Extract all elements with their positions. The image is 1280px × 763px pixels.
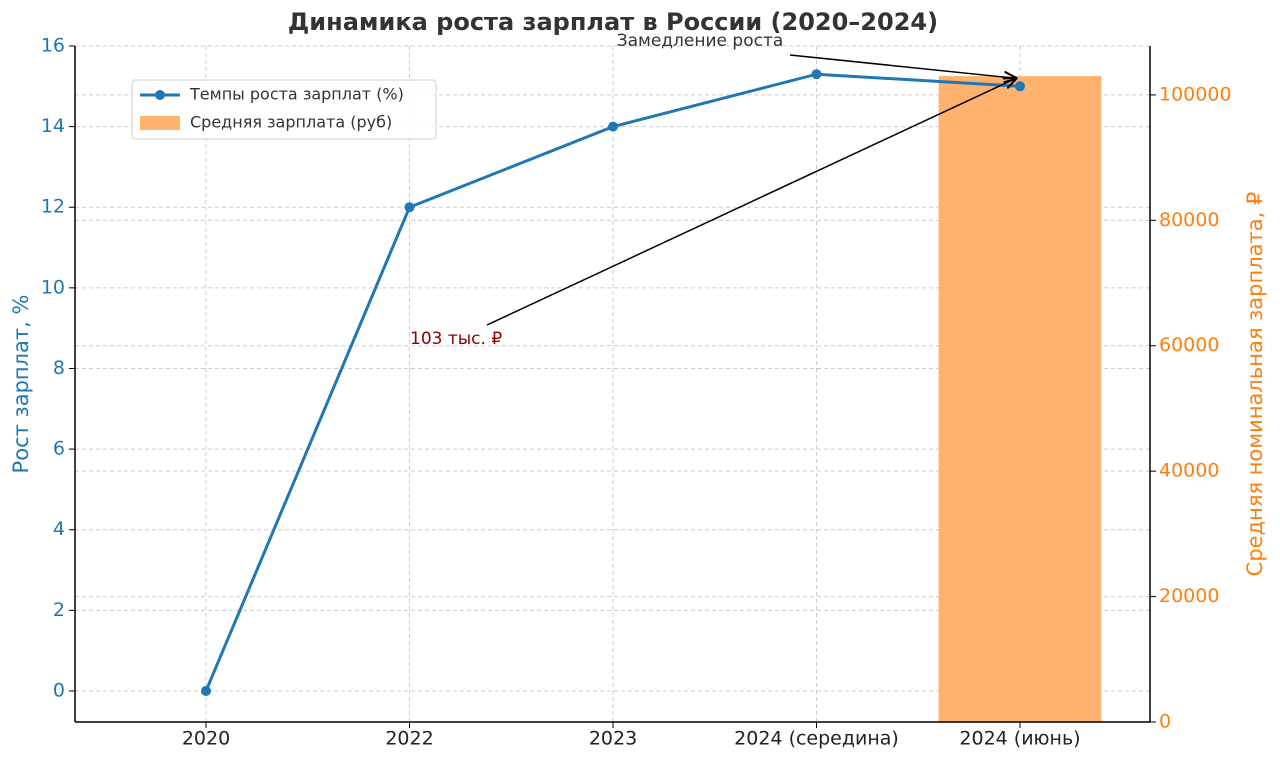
y2-tick-label: 100000 <box>1159 83 1232 105</box>
bar <box>938 76 1102 722</box>
legend-label: Средняя зарплата (руб) <box>190 113 392 132</box>
x-tick-label: 2024 (июнь) <box>959 728 1080 750</box>
y-tick-label: 8 <box>53 357 65 379</box>
annotation-arrow <box>486 78 1016 326</box>
legend-box <box>131 79 437 140</box>
x-tick-label: 2024 (середина) <box>734 728 899 750</box>
chart-title: Динамика роста зарплат в России (2020–20… <box>288 8 938 36</box>
y-tick-label: 2 <box>53 599 65 621</box>
y2-tick-label: 20000 <box>1159 585 1219 607</box>
y-tick-label: 10 <box>41 276 65 298</box>
marker <box>811 69 822 80</box>
x-tick-label: 2022 <box>385 728 433 750</box>
marker <box>608 121 618 132</box>
legend-marker <box>155 90 165 100</box>
x-tick-label: 2023 <box>589 728 637 750</box>
annotation: Замедление роста <box>617 31 784 51</box>
annotation: 103 тыс. ₽ <box>410 329 502 349</box>
y-tick-label: 16 <box>41 35 65 57</box>
marker <box>404 202 415 213</box>
legend-label: Темпы роста зарплат (%) <box>189 85 404 104</box>
y-tick-label: 4 <box>53 518 65 540</box>
y2-tick-label: 60000 <box>1159 334 1219 356</box>
marker <box>201 685 211 696</box>
y-tick-label: 14 <box>41 115 65 137</box>
y-tick-label: 6 <box>53 438 65 460</box>
y2-tick-label: 40000 <box>1159 460 1219 482</box>
x-tick-label: 2020 <box>182 728 230 750</box>
y2-axis-label: Средняя номинальная зарплата, ₽ <box>1243 192 1267 577</box>
legend-swatch <box>140 116 180 130</box>
y-tick-label: 0 <box>53 679 65 701</box>
annotation-arrow <box>789 54 1016 78</box>
y2-tick-label: 80000 <box>1159 209 1219 231</box>
marker <box>1015 81 1025 92</box>
y-tick-label: 12 <box>41 196 65 218</box>
y2-tick-label: 0 <box>1159 711 1171 733</box>
y-axis-label: Рост зарплат, % <box>9 295 33 474</box>
